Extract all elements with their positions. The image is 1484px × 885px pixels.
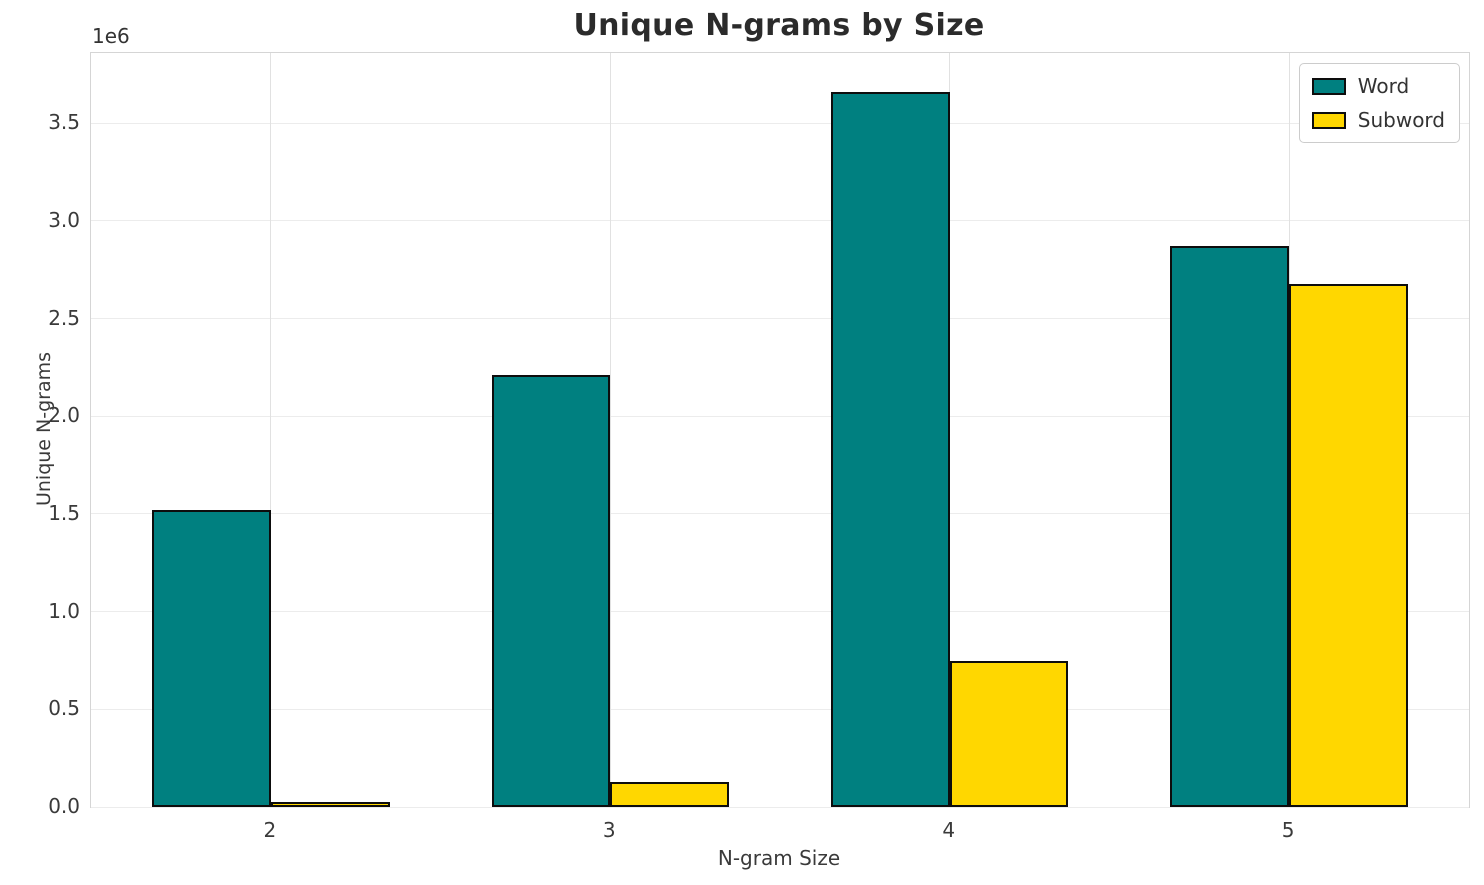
bar-subword-4 xyxy=(949,660,1069,807)
y-tick-label: 3.5 xyxy=(48,110,80,135)
x-axis-label: N-gram Size xyxy=(717,846,841,870)
legend-item-subword: Subword xyxy=(1311,108,1445,132)
y-tick-label: 0.5 xyxy=(48,696,80,721)
gridline-horizontal xyxy=(91,122,1469,124)
y-tick-label: 2.0 xyxy=(48,403,80,428)
bar-word-5 xyxy=(1170,246,1290,807)
gridline-vertical xyxy=(609,53,611,807)
y-tick-label: 1.5 xyxy=(48,500,80,525)
legend-label-word: Word xyxy=(1357,74,1410,98)
gridline-horizontal xyxy=(91,611,1469,613)
gridline-horizontal xyxy=(91,806,1469,808)
gridline-horizontal xyxy=(91,513,1469,515)
y-tick-label: 0.0 xyxy=(48,794,80,818)
x-tick-label: 5 xyxy=(1281,818,1295,842)
x-tick-label: 4 xyxy=(942,818,956,842)
x-tick-label: 2 xyxy=(263,818,277,842)
legend-swatch-subword-icon xyxy=(1311,111,1346,129)
legend: Word Subword xyxy=(1298,63,1460,143)
legend-label-subword: Subword xyxy=(1357,108,1445,132)
legend-swatch-word-icon xyxy=(1311,77,1346,95)
y-axis-label: Unique N-grams xyxy=(33,351,55,507)
bar-word-4 xyxy=(830,92,950,807)
chart-title: Unique N-grams by Size xyxy=(573,8,985,43)
gridline-vertical xyxy=(270,53,272,807)
x-tick-label: 3 xyxy=(602,818,616,842)
plot-area: Word Subword xyxy=(90,52,1470,808)
bar-subword-5 xyxy=(1289,283,1408,807)
gridline-horizontal xyxy=(91,220,1469,222)
y-tick-label: 2.5 xyxy=(48,305,80,330)
bar-word-2 xyxy=(152,510,271,807)
bar-subword-2 xyxy=(270,802,390,807)
bar-subword-3 xyxy=(610,781,730,807)
legend-item-word: Word xyxy=(1311,74,1445,98)
gridline-horizontal xyxy=(91,318,1469,320)
bar-word-3 xyxy=(491,375,611,807)
y-tick-label: 3.0 xyxy=(48,207,80,232)
gridline-horizontal xyxy=(91,708,1469,710)
gridline-horizontal xyxy=(91,415,1469,417)
y-tick-label: 1.0 xyxy=(48,598,80,623)
gridline-vertical xyxy=(949,53,951,807)
y-axis-offset-label: 1e6 xyxy=(92,24,130,48)
